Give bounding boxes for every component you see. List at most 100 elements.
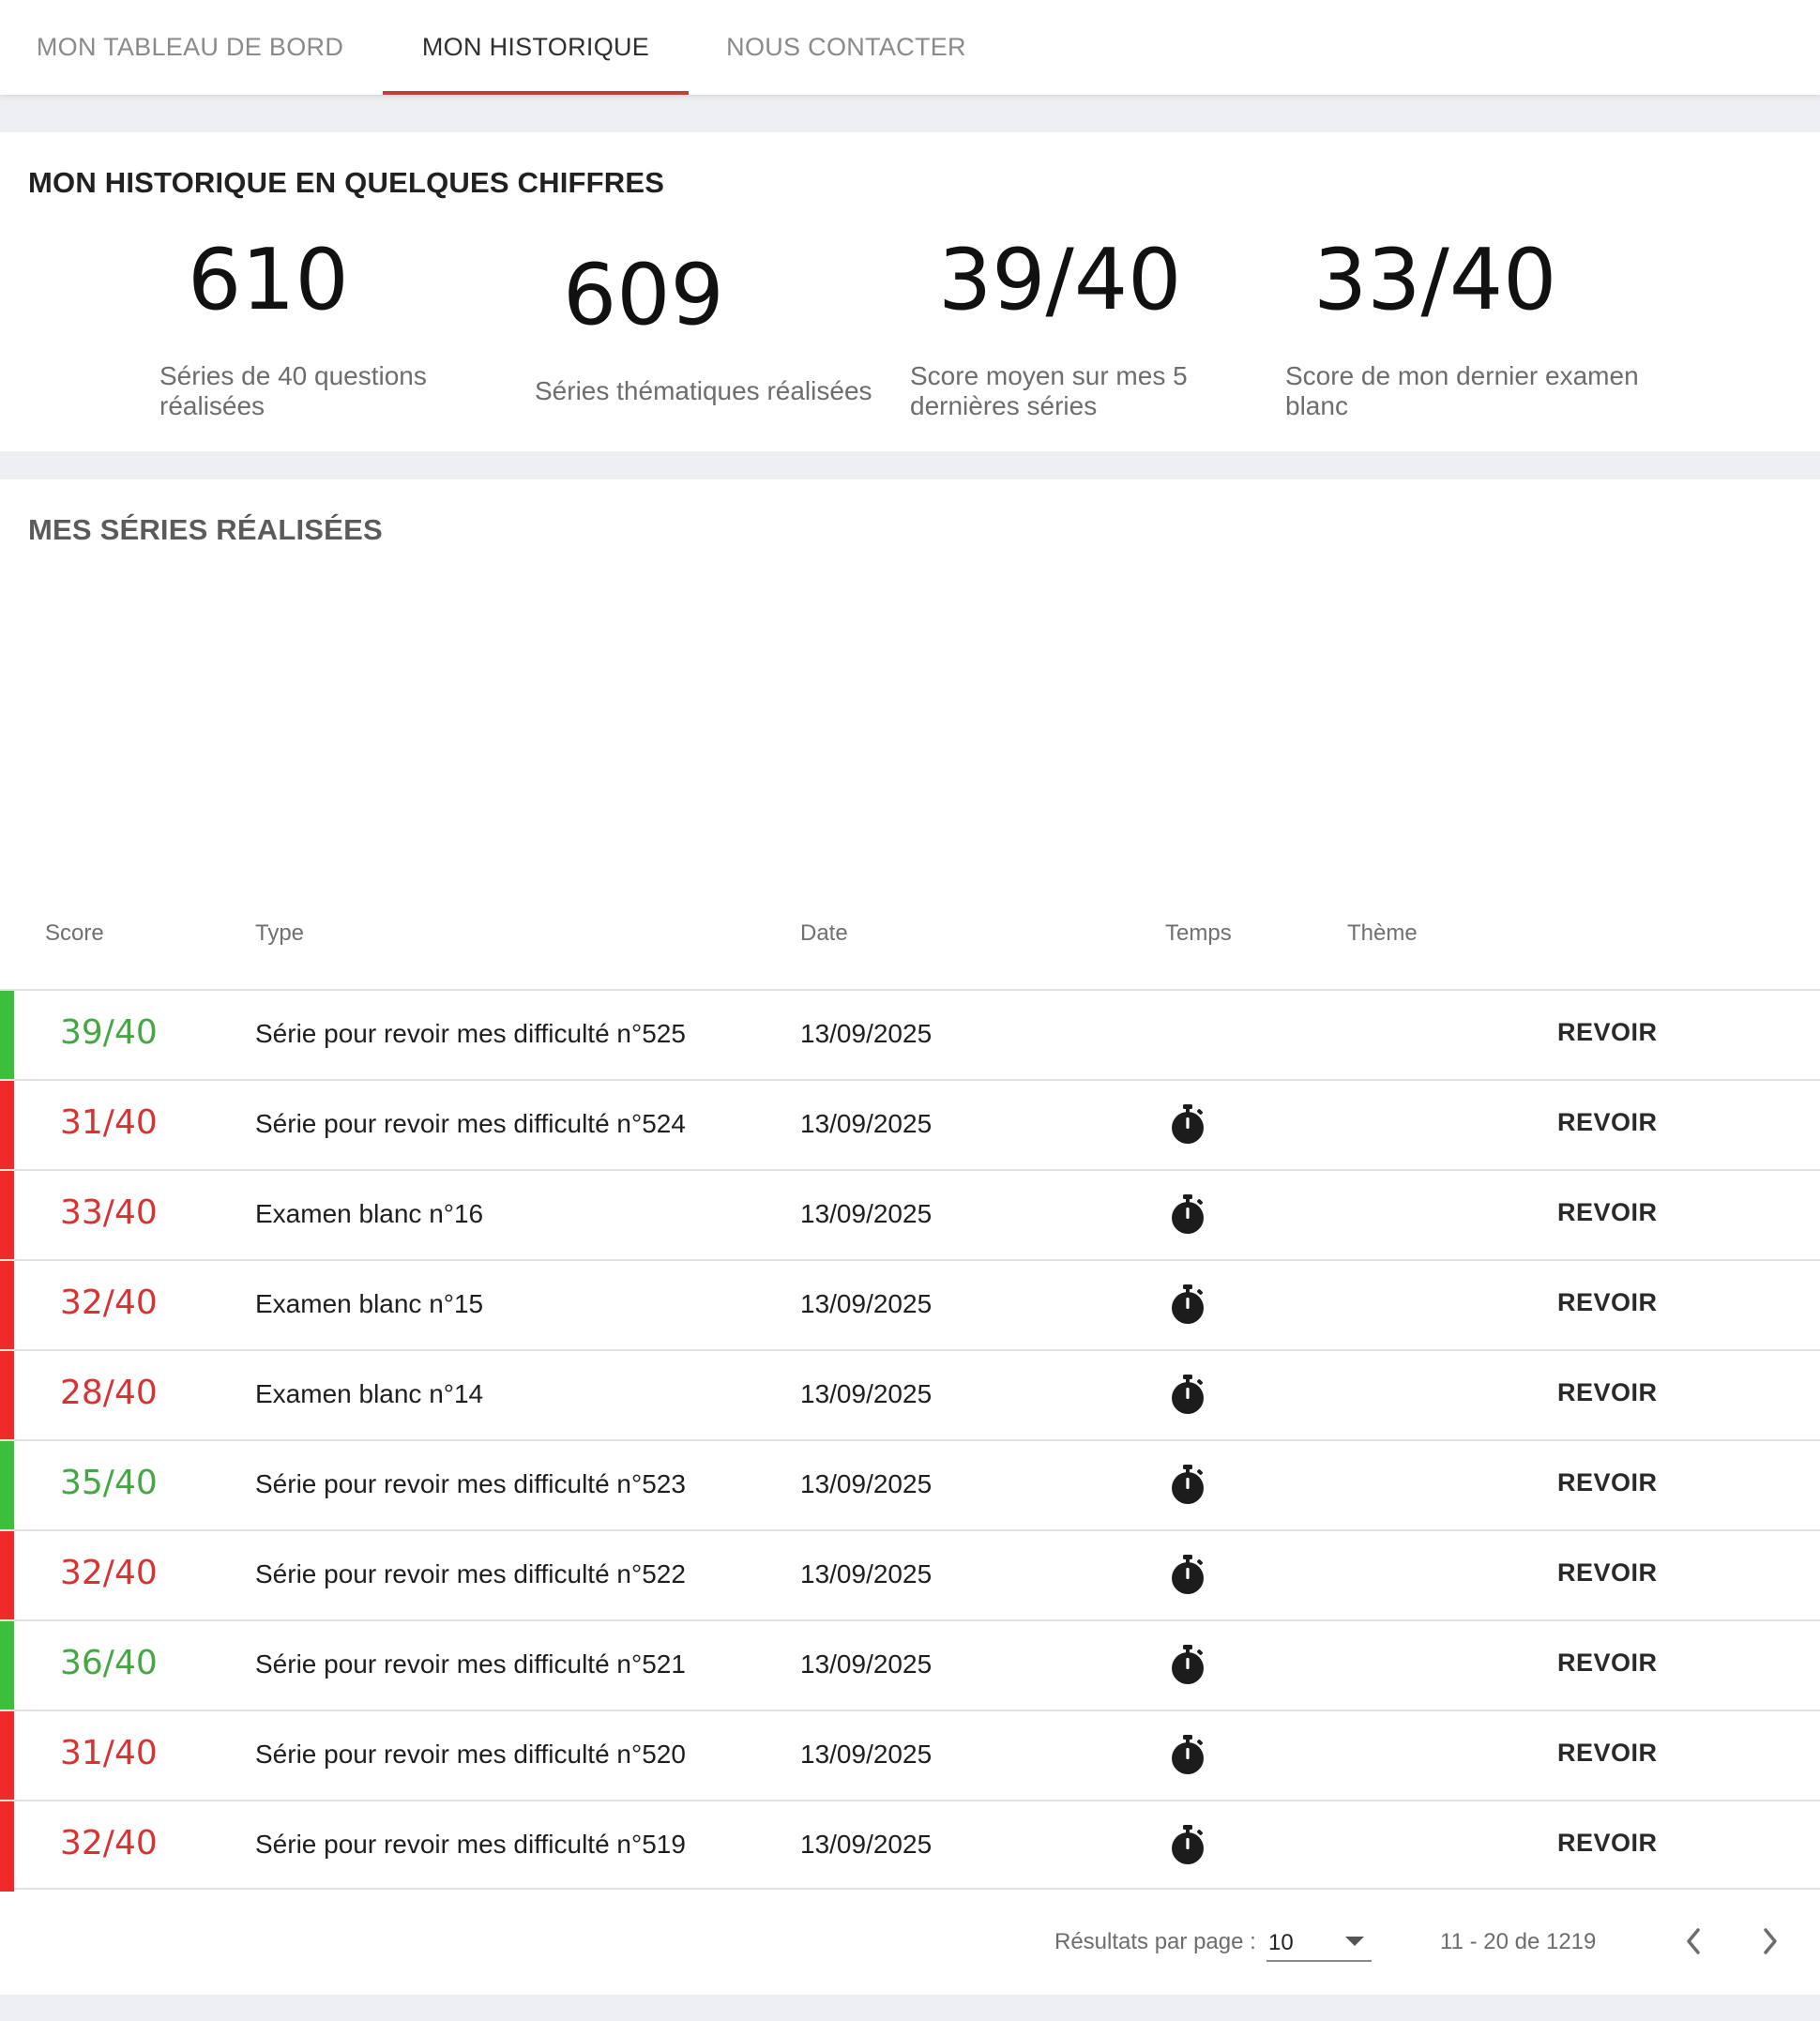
row-score: 32/40 bbox=[60, 1284, 158, 1322]
per-page-value: 10 bbox=[1268, 1930, 1294, 1955]
top-nav: MON TABLEAU DE BORD MON HISTORIQUE NOUS … bbox=[0, 0, 1820, 95]
row-date: 13/09/2025 bbox=[800, 1109, 933, 1138]
stat-value: 610 bbox=[188, 231, 349, 329]
stopwatch-icon bbox=[1165, 1192, 1210, 1237]
row-type: Examen blanc n°16 bbox=[255, 1199, 484, 1228]
row-type: Série pour revoir mes difficulté n°520 bbox=[255, 1740, 686, 1769]
row-score: 31/40 bbox=[60, 1734, 158, 1772]
stats-card: MON HISTORIQUE EN QUELQUES CHIFFRES 610 … bbox=[0, 132, 1820, 451]
column-header-score[interactable]: Score bbox=[45, 920, 104, 946]
table-row: 35/40 Série pour revoir mes difficulté n°… bbox=[0, 1439, 1820, 1531]
revoir-button[interactable]: REVOIR bbox=[1557, 1288, 1658, 1316]
next-page-button[interactable] bbox=[1751, 1921, 1788, 1962]
table-row: 31/40 Série pour revoir mes difficulté n°… bbox=[0, 1709, 1820, 1801]
chevron-right-icon bbox=[1764, 1928, 1777, 1954]
table-row: 36/40 Série pour revoir mes difficulté n°… bbox=[0, 1619, 1820, 1711]
row-score: 36/40 bbox=[60, 1644, 158, 1682]
row-type: Examen blanc n°15 bbox=[255, 1289, 484, 1318]
row-date: 13/09/2025 bbox=[800, 1469, 933, 1498]
status-bar bbox=[0, 1261, 14, 1351]
status-bar bbox=[0, 1441, 14, 1531]
table-row: 33/40 Examen blanc n°16 13/09/2025 REVOIR bbox=[0, 1169, 1820, 1261]
table-row: 32/40 Examen blanc n°15 13/09/2025 REVOIR bbox=[0, 1259, 1820, 1351]
stat-value: 33/40 bbox=[1313, 231, 1557, 329]
chevron-left-icon bbox=[1687, 1928, 1700, 1954]
row-type: Série pour revoir mes difficulté n°523 bbox=[255, 1469, 686, 1498]
stopwatch-icon bbox=[1165, 1642, 1210, 1687]
status-bar bbox=[0, 1351, 14, 1441]
column-header-temps[interactable]: Temps bbox=[1165, 920, 1232, 946]
revoir-button[interactable]: REVOIR bbox=[1557, 1468, 1658, 1497]
column-header-date[interactable]: Date bbox=[800, 920, 848, 946]
stopwatch-icon bbox=[1165, 1732, 1210, 1777]
table-row: 28/40 Examen blanc n°14 13/09/2025 REVOIR bbox=[0, 1349, 1820, 1441]
row-date: 13/09/2025 bbox=[800, 1199, 933, 1228]
table-row: 39/40 Série pour revoir mes difficulté n°… bbox=[0, 989, 1820, 1081]
row-date: 13/09/2025 bbox=[800, 1289, 933, 1318]
stopwatch-icon bbox=[1165, 1102, 1210, 1147]
row-date: 13/09/2025 bbox=[800, 1379, 933, 1408]
status-bar bbox=[0, 1711, 14, 1801]
stat-label: Score de mon dernier examen blanc bbox=[1285, 361, 1639, 420]
per-page-label: Résultats par page : bbox=[1054, 1929, 1256, 1954]
series-title: MES SÉRIES RÉALISÉES bbox=[28, 513, 383, 546]
table-row: 32/40 Série pour revoir mes difficulté n°… bbox=[0, 1529, 1820, 1621]
tab-historique[interactable]: MON HISTORIQUE bbox=[383, 0, 689, 95]
table-row: 32/40 Série pour revoir mes difficulté n°… bbox=[0, 1800, 1820, 1892]
prev-page-button[interactable] bbox=[1676, 1921, 1713, 1962]
row-type: Série pour revoir mes difficulté n°519 bbox=[255, 1830, 686, 1859]
row-score: 31/40 bbox=[60, 1103, 158, 1142]
stopwatch-icon bbox=[1165, 1372, 1210, 1417]
revoir-button[interactable]: REVOIR bbox=[1557, 1108, 1658, 1136]
per-page-select[interactable]: 10 bbox=[1266, 1921, 1372, 1962]
revoir-button[interactable]: REVOIR bbox=[1557, 1649, 1658, 1677]
row-type: Série pour revoir mes difficulté n°524 bbox=[255, 1109, 686, 1138]
stopwatch-icon bbox=[1165, 1282, 1210, 1327]
caret-down-icon bbox=[1345, 1937, 1364, 1946]
row-score: 32/40 bbox=[60, 1824, 158, 1862]
status-bar bbox=[0, 991, 14, 1081]
status-bar bbox=[0, 1621, 14, 1711]
revoir-button[interactable]: REVOIR bbox=[1557, 1829, 1658, 1857]
stat-label: Séries de 40 questions réalisées bbox=[159, 361, 427, 420]
row-score: 33/40 bbox=[60, 1193, 158, 1232]
stopwatch-icon bbox=[1165, 1552, 1210, 1597]
stat-label: Séries thématiques réalisées bbox=[535, 376, 872, 405]
stats-title: MON HISTORIQUE EN QUELQUES CHIFFRES bbox=[28, 166, 665, 199]
tab-contact[interactable]: NOUS CONTACTER bbox=[720, 0, 972, 95]
pagination-range: 11 - 20 de 1219 bbox=[1440, 1929, 1597, 1954]
tab-label: MON TABLEAU DE BORD bbox=[36, 33, 344, 61]
stat-value: 609 bbox=[563, 246, 724, 344]
revoir-button[interactable]: REVOIR bbox=[1557, 1558, 1658, 1587]
row-type: Série pour revoir mes difficulté n°521 bbox=[255, 1649, 686, 1679]
row-score: 35/40 bbox=[60, 1464, 158, 1502]
column-header-type[interactable]: Type bbox=[255, 920, 305, 946]
revoir-button[interactable]: REVOIR bbox=[1557, 1018, 1658, 1046]
row-date: 13/09/2025 bbox=[800, 1649, 933, 1679]
row-date: 13/09/2025 bbox=[800, 1740, 933, 1769]
row-date: 13/09/2025 bbox=[800, 1559, 933, 1588]
row-score: 39/40 bbox=[60, 1013, 158, 1052]
revoir-button[interactable]: REVOIR bbox=[1557, 1378, 1658, 1406]
row-score: 32/40 bbox=[60, 1554, 158, 1592]
series-card: MES SÉRIES RÉALISÉES Score Type Date Tem… bbox=[0, 479, 1820, 1995]
row-type: Série pour revoir mes difficulté n°522 bbox=[255, 1559, 686, 1588]
table-row: 31/40 Série pour revoir mes difficulté n°… bbox=[0, 1079, 1820, 1171]
row-type: Examen blanc n°14 bbox=[255, 1379, 484, 1408]
status-bar bbox=[0, 1801, 14, 1892]
row-score: 28/40 bbox=[60, 1374, 158, 1412]
tab-label: NOUS CONTACTER bbox=[726, 33, 966, 61]
stat-value: 39/40 bbox=[938, 231, 1182, 329]
row-date: 13/09/2025 bbox=[800, 1019, 933, 1048]
stopwatch-icon bbox=[1165, 1462, 1210, 1507]
status-bar bbox=[0, 1081, 14, 1171]
row-date: 13/09/2025 bbox=[800, 1830, 933, 1859]
status-bar bbox=[0, 1171, 14, 1261]
stopwatch-icon bbox=[1165, 1822, 1210, 1867]
column-header-theme[interactable]: Thème bbox=[1347, 920, 1418, 946]
stat-label: Score moyen sur mes 5 dernières séries bbox=[910, 361, 1188, 420]
revoir-button[interactable]: REVOIR bbox=[1557, 1198, 1658, 1226]
revoir-button[interactable]: REVOIR bbox=[1557, 1739, 1658, 1767]
tab-label: MON HISTORIQUE bbox=[421, 33, 650, 61]
tab-tableau-de-bord[interactable]: MON TABLEAU DE BORD bbox=[28, 0, 352, 95]
